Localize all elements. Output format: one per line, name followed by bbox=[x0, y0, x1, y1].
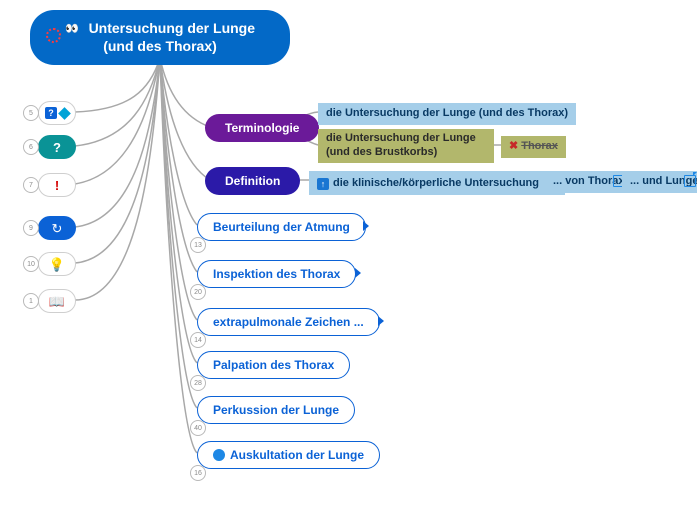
idea-icon: 💡 bbox=[49, 258, 65, 271]
side-icon-book[interactable]: 📖 bbox=[38, 289, 76, 313]
root-title-line2: (und des Thorax) bbox=[103, 38, 217, 54]
side-icon-help[interactable]: ? bbox=[38, 135, 76, 159]
diamond-icon bbox=[58, 107, 71, 120]
gear-icon bbox=[46, 28, 61, 43]
leaf-definition-1[interactable]: ↑die klinische/körperliche Untersuchung bbox=[309, 171, 565, 195]
badge-1: 1 bbox=[23, 293, 39, 309]
cycle-icon: ↻ bbox=[52, 222, 63, 235]
badge-9: 9 bbox=[23, 220, 39, 236]
badge-7: 7 bbox=[23, 177, 39, 193]
help-icon: ? bbox=[53, 141, 61, 154]
x-icon: ✖ bbox=[509, 140, 518, 152]
child-perkussion-lunge[interactable]: Perkussion der Lunge bbox=[197, 396, 355, 424]
expand-icon[interactable] bbox=[363, 221, 369, 231]
arrow-up-icon: ↑ bbox=[317, 178, 329, 190]
branch-terminologie-label: Terminologie bbox=[225, 121, 299, 135]
alert-icon: ! bbox=[55, 179, 59, 192]
book-icon: 📖 bbox=[49, 295, 65, 308]
side-icon-alert[interactable]: ! bbox=[38, 173, 76, 197]
child-extrapulmonale[interactable]: extrapulmonale Zeichen ... bbox=[197, 308, 380, 336]
badge-6: 6 bbox=[23, 139, 39, 155]
leaf-terminologie-3[interactable]: ✖Thorax bbox=[501, 136, 566, 158]
eye-icon: 👀 bbox=[65, 23, 79, 37]
child-auskultation-lunge[interactable]: Auskultation der Lunge bbox=[197, 441, 380, 469]
leaf-definition-2[interactable]: ... von Thorax bbox=[545, 171, 629, 193]
blue-dot-icon bbox=[213, 449, 225, 461]
badge-5: 5 bbox=[23, 105, 39, 121]
child-beurteilung-atmung[interactable]: Beurteilung der Atmung bbox=[197, 213, 366, 241]
child-palpation-thorax[interactable]: Palpation des Thorax bbox=[197, 351, 350, 379]
side-icon-info[interactable]: ? bbox=[38, 101, 76, 125]
badge-16: 16 bbox=[190, 465, 206, 481]
badge-40: 40 bbox=[190, 420, 206, 436]
branch-terminologie[interactable]: Terminologie bbox=[205, 114, 319, 142]
side-icon-idea[interactable]: 💡 bbox=[38, 252, 76, 276]
question-square-icon: ? bbox=[45, 107, 57, 119]
leaf-definition-3[interactable]: ... und Lunge bbox=[622, 171, 697, 193]
root-title-line1: Untersuchung der Lunge bbox=[89, 20, 255, 36]
badge-14: 14 bbox=[190, 332, 206, 348]
badge-28: 28 bbox=[190, 375, 206, 391]
child-inspektion-thorax[interactable]: Inspektion des Thorax bbox=[197, 260, 356, 288]
branch-definition-label: Definition bbox=[225, 174, 280, 188]
badge-20: 20 bbox=[190, 284, 206, 300]
expand-icon[interactable] bbox=[355, 268, 361, 278]
branch-definition[interactable]: Definition bbox=[205, 167, 300, 195]
root-node[interactable]: 👀 Untersuchung der Lunge (und des Thorax… bbox=[30, 10, 290, 65]
leaf-terminologie-1[interactable]: die Untersuchung der Lunge (und des Thor… bbox=[318, 103, 576, 125]
side-icon-cycle[interactable]: ↻ bbox=[38, 216, 76, 240]
badge-13: 13 bbox=[190, 237, 206, 253]
badge-10: 10 bbox=[23, 256, 39, 272]
leaf-terminologie-2[interactable]: die Untersuchung der Lunge (und des Brus… bbox=[318, 129, 494, 163]
external-link-icon[interactable] bbox=[684, 175, 696, 187]
expand-icon[interactable] bbox=[378, 316, 384, 326]
